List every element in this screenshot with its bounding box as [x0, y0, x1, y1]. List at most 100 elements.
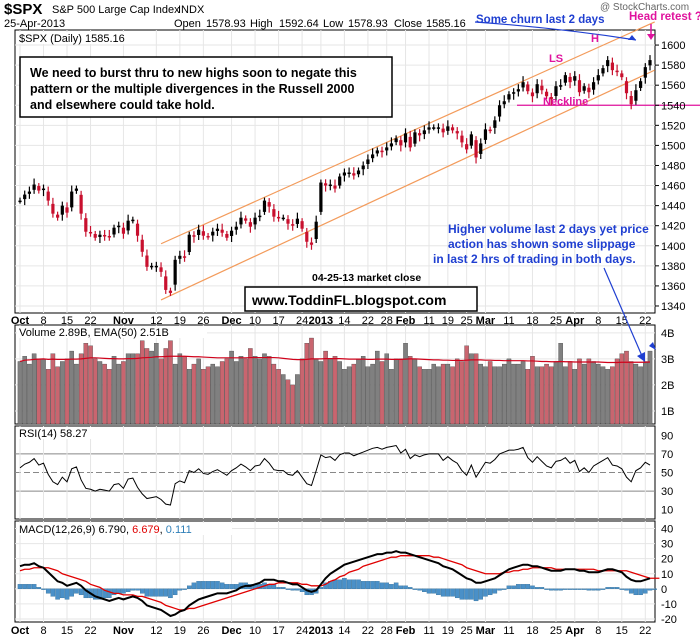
symbol: $SPX: [4, 1, 42, 18]
macd-histogram-bar: [600, 588, 606, 590]
macd-histogram-bar: [337, 579, 342, 589]
macd-x-tick-label: Mar: [476, 625, 496, 637]
price-candle-body: [465, 144, 469, 150]
volume-bar: [492, 366, 498, 425]
price-candle-body: [117, 225, 121, 228]
price-candle-body: [84, 218, 88, 232]
price-candle-body: [103, 234, 107, 237]
price-candle-body: [291, 224, 295, 226]
price-candle-body: [262, 200, 267, 212]
price-candle-body: [168, 290, 173, 293]
volume-bar: [370, 363, 375, 425]
index-name: S&P 500 Large Cap Index: [52, 4, 180, 16]
price-candle-body: [201, 231, 205, 236]
macd-value: 6.790: [98, 524, 126, 536]
volume-bar: [290, 384, 295, 425]
price-candle-body: [192, 235, 196, 237]
watermark: @ StockCharts.com: [600, 2, 689, 13]
price-candle-body: [530, 92, 535, 97]
macd-x-tick-label: 22: [639, 625, 651, 637]
volume-bar: [281, 374, 286, 425]
volume-y-tick-label: 1B: [661, 406, 674, 418]
volume-bar: [50, 353, 56, 425]
macd-x-tick-label: 18: [526, 625, 538, 637]
macd-histogram-bar: [483, 588, 488, 597]
price-candle-body: [573, 76, 577, 81]
price-candle-body: [234, 226, 238, 230]
macd-histogram-bar: [624, 588, 629, 591]
macd-histogram-bar: [370, 581, 375, 589]
price-candle-body: [624, 81, 629, 94]
price-candle-body: [385, 147, 389, 151]
close-value: 1585.16: [426, 18, 466, 30]
h-label: H: [591, 33, 599, 45]
macd-histogram-bar: [22, 584, 27, 589]
macd-x-tick-label: Nov: [113, 625, 135, 637]
macd-histogram-bar: [389, 584, 394, 589]
macd-y-tick-label: 20: [661, 554, 673, 566]
macd-histogram-bar: [614, 587, 620, 589]
volume-bar: [271, 363, 277, 425]
volume-bar: [558, 343, 563, 425]
rsi-y-tick-label: 90: [661, 430, 673, 442]
macd-histogram-bar: [102, 588, 107, 599]
volume-bar: [285, 379, 291, 425]
macd-histogram-bar: [187, 585, 192, 589]
volume-bar: [403, 343, 408, 425]
price-candle-body: [70, 191, 74, 208]
volume-bar: [534, 366, 540, 425]
volume-bar: [600, 366, 606, 425]
rsi-legend-bg: [17, 427, 112, 439]
volume-bar: [163, 348, 168, 425]
macd-x-tick-label: 10: [249, 625, 261, 637]
price-candle-body: [389, 143, 394, 147]
macd-signal-line: [19, 555, 660, 611]
volume-bar: [412, 358, 418, 425]
macd-x-tick-label: 8: [595, 625, 601, 637]
price-candle-body: [469, 134, 473, 146]
macd-x-tick-label: 19: [442, 625, 454, 637]
price-y-tick-label: 1440: [661, 201, 685, 213]
volume-bar: [125, 353, 131, 425]
macd-histogram-bar: [323, 582, 328, 589]
volume-bar: [107, 369, 112, 425]
volume-bar: [539, 366, 545, 425]
macd-histogram-bar: [139, 588, 145, 594]
price-candle-body: [244, 218, 248, 221]
churn-arrow: [474, 21, 637, 41]
price-candle-body: [239, 217, 243, 225]
blog-url: www.ToddinFL.blogspot.com: [251, 292, 446, 308]
macd-panel-frame: [14, 520, 656, 623]
macd-histogram-bar: [69, 588, 74, 597]
price-candle-body: [615, 70, 619, 73]
price-candle-body: [248, 222, 252, 227]
volume-bar: [379, 361, 385, 425]
volume-bar: [318, 361, 324, 425]
price-x-tick-label: Dec: [221, 315, 241, 327]
macd-histogram-bar: [487, 588, 493, 596]
main-note-line-1: We need to burst thru to new highs soon …: [30, 66, 357, 80]
macd-x-tick-label: 22: [362, 625, 374, 637]
macd-histogram-bar: [422, 588, 427, 593]
price-x-tick-label: 26: [197, 315, 209, 327]
price-x-tick-label: 15: [61, 315, 73, 327]
price-candle-body: [418, 133, 422, 136]
macd-histogram-bar: [544, 588, 549, 590]
price-candle-body: [502, 101, 506, 105]
price-candle-body: [229, 230, 234, 236]
volume-bar: [111, 356, 117, 425]
macd-histogram-bar: [431, 588, 436, 594]
macd-histogram-bar: [50, 588, 56, 597]
volume-bar: [187, 369, 192, 425]
price-candle-body: [563, 75, 567, 83]
price-candle-body: [432, 127, 436, 129]
macd-histogram-bar: [276, 587, 281, 589]
price-y-tick-label: 1480: [661, 160, 685, 172]
macd-histogram-bar: [154, 588, 159, 597]
price-candle-body: [41, 188, 46, 191]
macd-histogram-bar: [177, 588, 183, 591]
macd-histogram-bar: [506, 585, 512, 589]
macd-histogram-bar: [379, 582, 385, 589]
volume-bar: [516, 363, 521, 425]
macd-x-tick-label: 14: [338, 625, 350, 637]
